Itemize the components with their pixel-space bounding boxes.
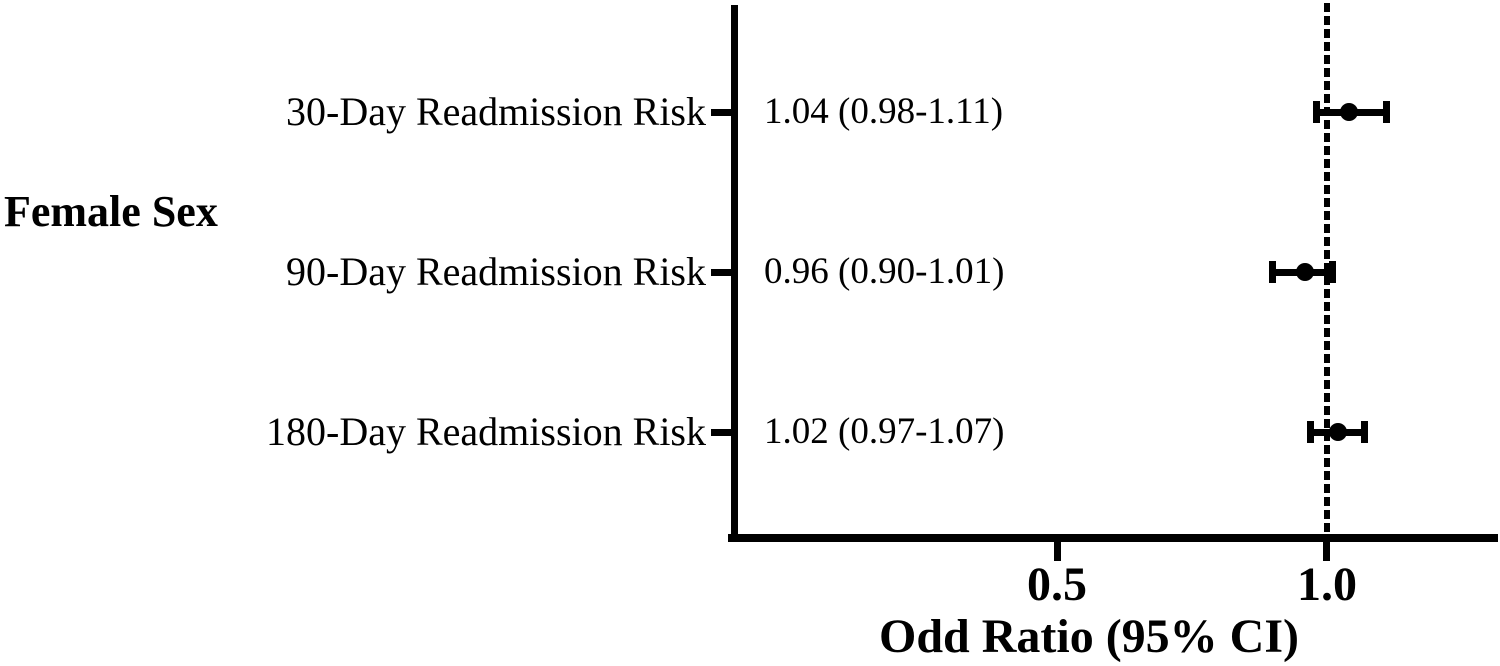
point-estimate-marker [1328, 423, 1347, 441]
point-estimate-marker [1296, 263, 1315, 281]
confidence-interval-bar [1312, 101, 1390, 123]
x-axis-tick-label: 0.5 [1027, 558, 1088, 611]
ci-cap-low [1269, 261, 1277, 283]
x-axis-tick-label: 1.0 [1296, 558, 1357, 611]
group-label: Female Sex [4, 187, 218, 236]
estimate-label: 1.02 (0.97-1.07) [764, 411, 1005, 452]
ci-cap-high [1328, 261, 1336, 283]
y-axis-tick [711, 108, 732, 116]
y-axis-tick [711, 268, 732, 276]
row-label: 30-Day Readmission Risk [286, 89, 706, 134]
row-label: 180-Day Readmission Risk [266, 409, 706, 454]
confidence-interval-bar [1269, 261, 1336, 283]
ci-cap-high [1361, 421, 1369, 443]
y-axis-tick [711, 428, 732, 436]
x-axis-line [728, 534, 1498, 542]
row-label: 90-Day Readmission Risk [286, 249, 706, 294]
ci-cap-low [1312, 101, 1320, 123]
x-axis-tick [1053, 542, 1061, 561]
estimate-label: 1.04 (0.98-1.11) [764, 91, 1004, 132]
x-axis-title: Odd Ratio (95% CI) [878, 610, 1300, 663]
point-estimate-marker [1339, 103, 1358, 121]
ci-cap-low [1307, 421, 1315, 443]
y-axis-line [731, 5, 738, 542]
confidence-interval-bar [1307, 421, 1369, 443]
x-axis-tick [1323, 542, 1331, 561]
estimate-label: 0.96 (0.90-1.01) [764, 251, 1005, 292]
ci-cap-high [1382, 101, 1390, 123]
